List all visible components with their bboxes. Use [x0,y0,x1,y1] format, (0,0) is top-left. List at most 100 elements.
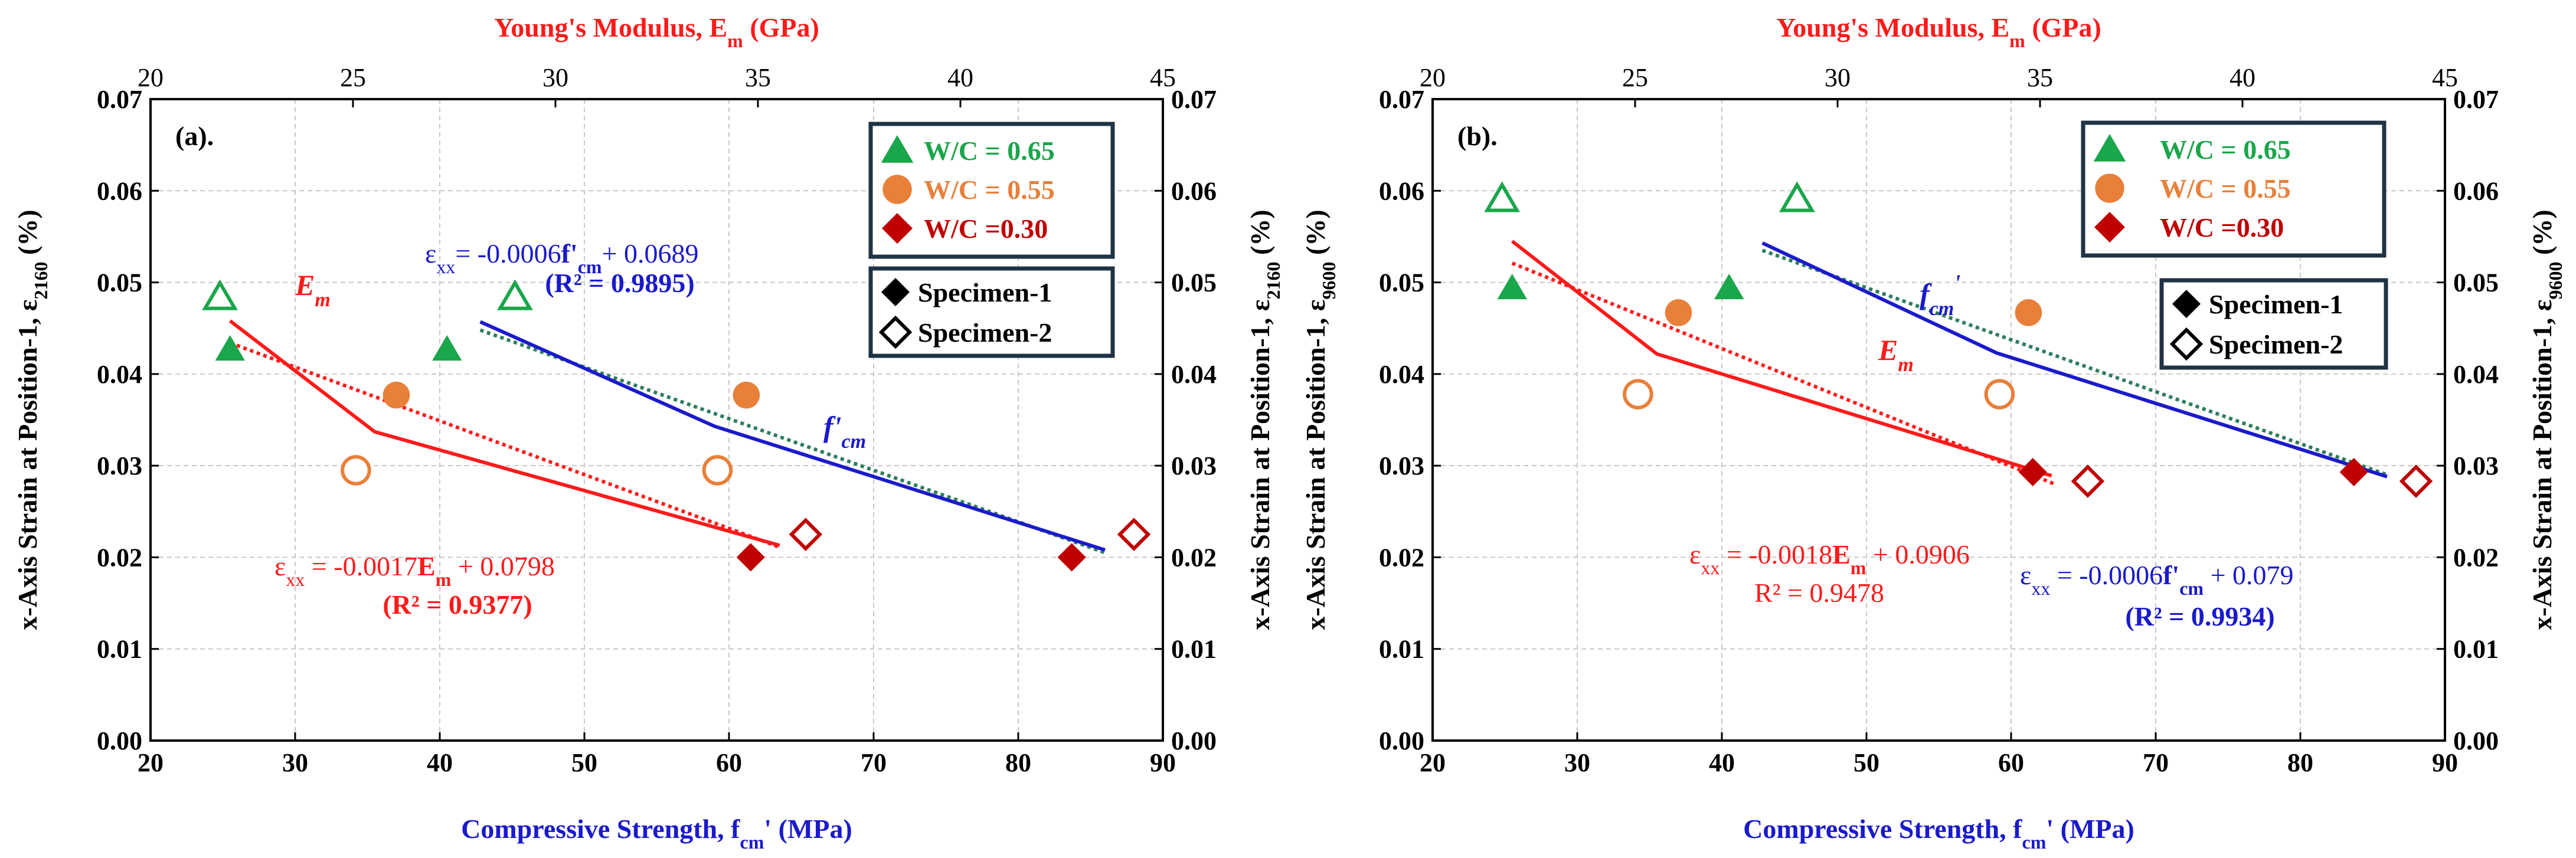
y-axis-title-right-main: x-Axis Strain at Position-1, ε [2527,299,2557,630]
y-tick-label: 0.05 [97,268,142,297]
x-axis-title-sub: cm [740,831,764,853]
fcm-curve-label: f'cm [823,410,866,453]
y-axis-title-left-main: x-Axis Strain at Position-1, ε [12,299,43,630]
data-point-wc055-specimen-2 [1984,379,2015,410]
em-equation-epsilon: ε [274,551,286,581]
y2-tick-label: 0.00 [2453,726,2499,755]
y2-tick-label: 0.03 [2453,451,2499,480]
x-tick-label: 90 [2432,748,2458,777]
x2-tick-label: 20 [138,63,164,92]
data-point-wc030-specimen-2 [2399,464,2433,498]
y2-tick-label: 0.00 [1171,726,1217,755]
x-axis-title-main: Compressive Strength, f [461,814,740,844]
em-equation-var-sub: m [436,569,452,590]
y-tick-label: 0.04 [97,360,142,389]
fcm-equation-epsilon: ε [425,238,436,268]
y2-tick-label: 0.01 [1171,635,1217,664]
x-tick-label: 20 [1420,748,1446,777]
fcm-curve [1761,241,2388,479]
data-point-wc065-specimen-1 [1714,273,1744,300]
legend-marker-specimen-2 [2169,327,2204,361]
x-tick-label: 40 [427,748,453,777]
data-point-wc055-specimen-2 [1623,379,1653,410]
y-tick-label: 0.00 [1379,726,1424,755]
data-point-wc055-specimen-1 [1665,299,1692,326]
em-equation-intercept: + 0.0906 [1866,539,1969,569]
x2-tick-label: 30 [1825,63,1851,92]
x-axis-title: Compressive Strength, fcm' (MPa) [461,814,852,853]
data-point-wc030-specimen-2 [1117,518,1151,551]
legend-marker-wc030 [2094,212,2125,243]
fcm-equation-sub: xx [436,256,455,277]
data-point-wc030-specimen-2 [789,518,823,551]
data-point-wc065-specimen-1 [215,335,245,361]
y-axis-title-left-main: x-Axis Strain at Position-1, ε [1300,299,1331,630]
fcm-equation-var: f' [561,238,578,268]
y-axis-title-left-tail: (%) [1300,209,1331,261]
y-axis-title-left: x-Axis Strain at Position-1, ε2160 (%) [12,209,51,630]
y-tick-label: 0.06 [97,176,142,205]
data-point-wc030-specimen-2 [2071,464,2105,498]
data-point-wc030-specimen-1 [1057,543,1086,572]
legend-marker-specimen-1 [881,278,910,306]
fcm-equation-var-sub: cm [578,256,602,277]
legend-marker-wc065 [2093,134,2126,162]
fcm-equation: εxx = -0.0006f'cm + 0.079 [2020,560,2294,599]
x-tick-label: 60 [1998,748,2024,777]
data-point-wc065-specimen-2 [1779,181,1815,212]
x2-tick-label: 45 [2432,63,2458,92]
x2-axis-title-sub: m [727,30,743,51]
y2-tick-label: 0.04 [1171,360,1217,389]
x2-axis-title-main: Young's Modulus, E [1776,12,2009,42]
fcm-curve-label: fcm' [1920,270,1960,320]
y2-tick-label: 0.05 [2453,268,2499,297]
legend-marker-wc055 [882,175,912,204]
y-axis-title-left-sub: 2160 [30,261,51,299]
y-axis-title-right-group: x-Axis Strain at Position-1, ε9600 (%) [2527,209,2566,630]
y-axis-title-right-sub: 2160 [1263,261,1284,299]
em-equation-epsilon: ε [1689,539,1701,569]
x2-tick-label: 30 [542,63,568,92]
legend-label-specimen-2: Specimen-2 [2209,329,2343,359]
fcm-curve-label-sub: cm [1930,298,1954,320]
data-point-wc065-specimen-1 [432,335,462,361]
x2-axis-title: Young's Modulus, Em (GPa) [1776,12,2101,51]
em-trendline [1511,261,2055,486]
x2-axis-title-sub: m [2009,30,2025,51]
x2-tick-label: 35 [2027,63,2053,92]
y-tick-label: 0.07 [1379,85,1424,114]
data-point-wc065-specimen-2 [202,279,238,310]
y2-tick-label: 0.04 [2453,360,2499,389]
legend-marker-wc065 [881,135,914,163]
em-equation-var-sub: m [1851,557,1866,578]
data-point-wc055-specimen-1 [733,381,760,409]
legend-marker-specimen-1 [2172,290,2201,318]
y2-tick-label: 0.02 [1171,543,1217,572]
y2-tick-label: 0.06 [1171,176,1217,205]
em-equation-slope: = -0.0017 [305,551,417,581]
legend-marker-wc055 [2095,173,2124,203]
y2-tick-label: 0.05 [1171,268,1217,297]
y-tick-label: 0.03 [97,451,142,480]
fcm-equation-var: f' [2163,560,2179,590]
legend-label-wc030: W/C =0.30 [2160,212,2284,243]
y-axis-title-right-tail: (%) [1245,209,1275,261]
em-r-squared: R² = 0.9478 [1754,578,1884,608]
y-tick-label: 0.02 [97,543,142,572]
x2-tick-label: 45 [1150,63,1176,92]
fcm-equation-slope: = -0.0006 [455,238,561,268]
legend-label-specimen-1: Specimen-1 [918,277,1052,307]
legend-label-wc030: W/C =0.30 [924,214,1048,244]
fcm-curve-label-main: f' [823,410,842,443]
y-axis-title-right-main: x-Axis Strain at Position-1, ε [1245,299,1275,630]
em-equation-intercept: + 0.0798 [451,551,554,581]
x-tick-label: 80 [2287,748,2313,777]
fcm-equation-intercept: + 0.0689 [602,238,699,268]
x2-tick-label: 40 [2230,63,2255,92]
em-r-squared: (R² = 0.9377) [383,590,532,620]
x-axis-title: Compressive Strength, fcm' (MPa) [1743,814,2134,853]
x-tick-label: 60 [716,748,742,777]
y2-tick-label: 0.03 [1171,451,1217,480]
y-tick-label: 0.05 [1379,268,1424,297]
em-trendline [229,341,780,549]
